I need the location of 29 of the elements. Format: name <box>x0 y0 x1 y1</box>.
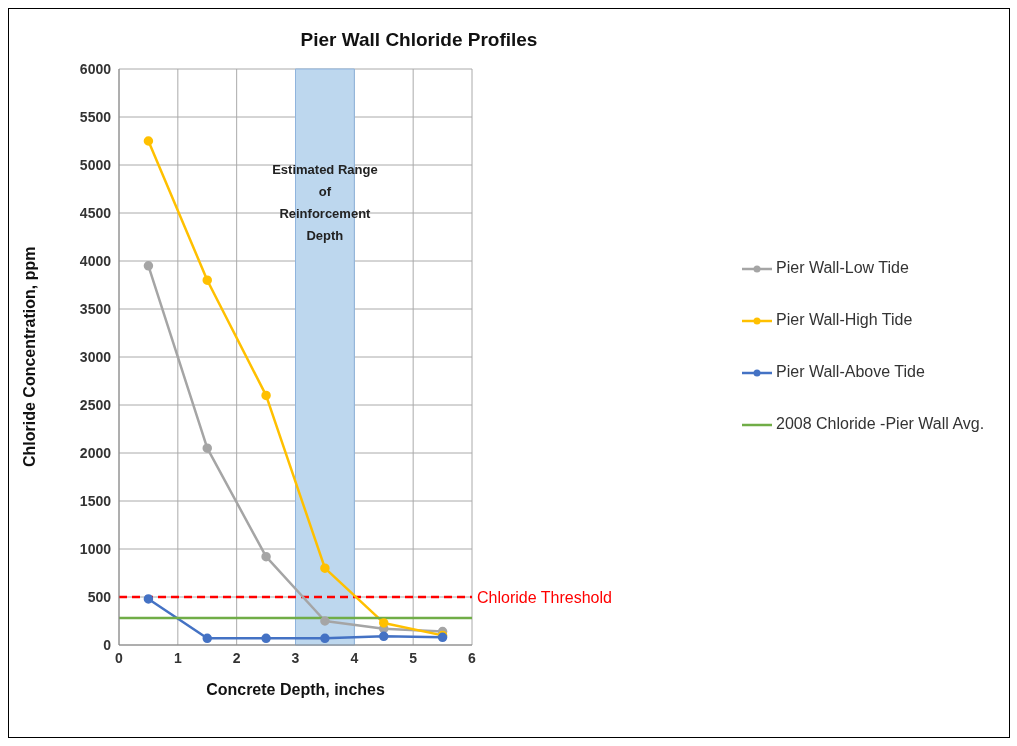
x-tick-label: 5 <box>409 649 418 666</box>
y-tick-label: 0 <box>103 636 112 653</box>
y-tick-label: 4000 <box>79 252 112 269</box>
ref-line-label: Chloride Threshold <box>477 588 612 606</box>
y-axis-title: Chloride Concentration, ppm <box>20 246 38 467</box>
y-tick-label: 500 <box>87 588 112 605</box>
y-tick-label: 4500 <box>79 204 112 221</box>
chart-title: Pier Wall Chloride Profiles <box>299 29 539 51</box>
x-tick-label: 6 <box>468 649 477 666</box>
x-tick-label: 3 <box>291 649 300 666</box>
y-tick-label: 5500 <box>79 108 112 125</box>
y-tick-label: 3500 <box>79 300 112 317</box>
y-tick-label: 1500 <box>79 492 112 509</box>
y-tick-label: 5000 <box>79 156 112 173</box>
y-tick-label: 1000 <box>79 540 112 557</box>
legend-label: Pier Wall-High Tide <box>776 311 913 329</box>
x-tick-label: 0 <box>115 649 124 666</box>
legend-label: 2008 Chloride -Pier Wall Avg. <box>776 415 985 433</box>
x-tick-label: 4 <box>350 649 359 666</box>
x-axis-title: Concrete Depth, inches <box>206 681 385 698</box>
y-tick-label: 2000 <box>79 444 112 461</box>
y-tick-label: 3000 <box>79 348 112 365</box>
y-tick-label: 2500 <box>79 396 112 413</box>
band-label: Estimated Range of Reinforcement Depth <box>272 162 378 243</box>
x-tick-label: 2 <box>232 649 241 666</box>
y-tick-label: 6000 <box>79 60 112 77</box>
legend-label: Pier Wall-Above Tide <box>776 363 925 381</box>
legend-label: Pier Wall-Low Tide <box>776 259 909 277</box>
x-tick-label: 1 <box>173 649 182 666</box>
